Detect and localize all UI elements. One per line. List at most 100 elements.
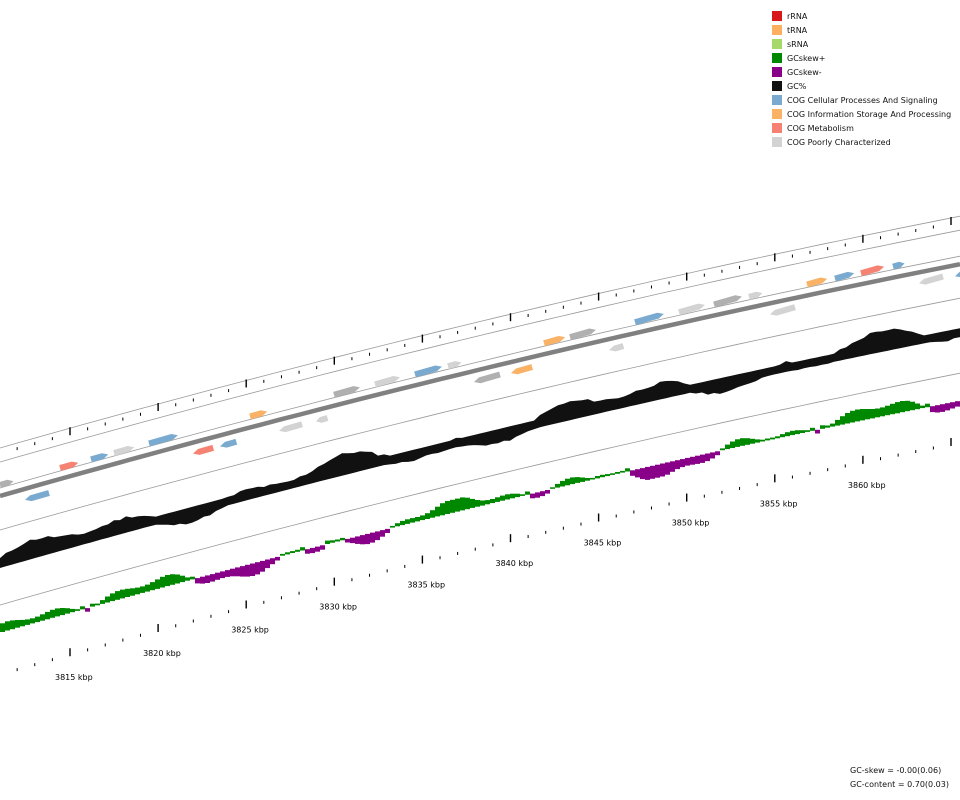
gc-skew-positive-bar — [600, 474, 605, 478]
gene-arrow-cog-cellular — [25, 490, 50, 502]
gc-content-stat: GC-content = 0.70(0.03) — [850, 780, 949, 789]
gene-arrow-cog-information — [249, 410, 268, 420]
kbp-label: 3855 kbp — [760, 499, 798, 508]
gc-skew-negative-bar — [660, 463, 665, 477]
gc-skew-positive-bar — [470, 498, 475, 508]
legend-item-cog-information: COG Information Storage And Processing — [772, 107, 951, 121]
legend-swatch — [772, 67, 782, 77]
gene-feature — [634, 312, 664, 326]
legend-item-srna: sRNA — [772, 37, 951, 51]
gc-skew-positive-bar — [505, 494, 510, 500]
gc-skew-positive-bar — [90, 603, 95, 607]
gc-skew-positive-bar — [65, 608, 70, 614]
gc-skew-positive-bar — [620, 470, 625, 473]
gc-skew-positive-bar — [415, 517, 420, 522]
kbp-label: 3850 kbp — [672, 519, 710, 528]
gc-skew-negative-bar — [700, 454, 705, 463]
gc-skew-positive-bar — [610, 473, 615, 475]
legend-item-trna: tRNA — [772, 23, 951, 37]
gc-skew-negative-bar — [665, 462, 670, 475]
gc-skew-negative-bar — [530, 493, 535, 499]
gc-skew-positive-bar — [185, 577, 190, 581]
gc-skew-positive-bar — [915, 403, 920, 410]
gc-skew-negative-bar — [225, 570, 230, 577]
gene-arrow-cog-poorly — [678, 303, 705, 316]
gc-skew-negative-bar — [930, 406, 935, 413]
gene-arrow-cog-poorly — [748, 291, 763, 300]
gc-skew-positive-bar — [25, 619, 30, 625]
legend-swatch — [772, 39, 782, 49]
gc-skew-positive-bar — [160, 576, 165, 588]
gc-skew-negative-bar — [355, 536, 360, 544]
gc-skew-negative-bar — [200, 576, 205, 584]
gc-skew-positive-bar — [5, 621, 10, 631]
track-guide-line — [0, 297, 960, 531]
gc-skew-positive-bar — [605, 474, 610, 477]
gc-skew-positive-bar — [50, 609, 55, 618]
gc-skew-positive-bar — [175, 574, 180, 584]
gc-skew-positive-bar — [330, 540, 335, 543]
gene-feature — [193, 444, 215, 455]
kbp-label: 3815 kbp — [55, 673, 93, 682]
gc-skew-positive-bar — [70, 608, 75, 613]
gc-skew-negative-bar — [250, 563, 255, 576]
gc-skew-negative-bar — [545, 490, 550, 494]
gc-skew-negative-bar — [945, 403, 950, 411]
gc-skew-positive-bar — [395, 523, 400, 527]
gc-skew-positive-bar — [295, 549, 300, 552]
gene-feature — [892, 261, 905, 270]
gc-skew-positive-bar — [290, 551, 295, 553]
gc-skew-positive-bar — [120, 589, 125, 599]
gc-skew-positive-bar — [180, 575, 185, 583]
gc-skew-positive-bar — [845, 413, 850, 424]
gc-skew-positive-bar — [60, 608, 65, 616]
gc-skew-negative-bar — [205, 575, 210, 583]
gc-skew-positive-bar — [800, 430, 805, 433]
gc-skew-positive-bar — [485, 500, 490, 505]
gene-feature — [748, 291, 763, 300]
legend-label: tRNA — [787, 25, 808, 35]
gc-skew-negative-bar — [640, 468, 645, 480]
gc-skew-positive-bar — [325, 540, 330, 544]
gc-skew-negative-bar — [655, 464, 660, 478]
gc-skew-positive-bar — [870, 409, 875, 419]
gc-skew-positive-bar — [30, 618, 35, 624]
gc-skew-positive-bar — [35, 616, 40, 623]
gc-skew-positive-bar — [760, 439, 765, 442]
legend-swatch — [772, 81, 782, 91]
gene-feature — [770, 304, 796, 316]
gene-feature — [806, 277, 828, 288]
gc-skew-negative-bar — [230, 568, 235, 577]
legend-label: sRNA — [787, 39, 809, 49]
gene-feature — [333, 386, 360, 398]
genome-backbone — [0, 261, 960, 499]
gc-skew-negative-bar — [635, 469, 640, 478]
gc-skew-positive-bar — [765, 438, 770, 441]
gc-skew-positive-bar — [410, 518, 415, 523]
gc-skew-positive-bar — [80, 606, 85, 610]
gene-arrow-cog-poorly — [919, 273, 944, 285]
gc-skew-positive-bar — [560, 480, 565, 487]
legend-swatch — [772, 137, 782, 147]
gc-skew-positive-bar — [430, 510, 435, 518]
legend-label: GC% — [787, 81, 807, 91]
gc-skew-negative-bar — [695, 455, 700, 464]
gc-skew-positive-bar — [475, 500, 480, 507]
gene-feature — [249, 410, 268, 420]
gc-skew-positive-bar — [435, 506, 440, 517]
legend-label: rRNA — [787, 11, 808, 21]
gene-arrow-other — [0, 479, 14, 488]
legend-label: GCskew- — [787, 67, 822, 77]
gc-skew-positive-bar — [155, 579, 160, 589]
kbp-label: 3830 kbp — [319, 603, 357, 612]
gc-skew-positive-bar — [465, 497, 470, 510]
gc-skew-negative-bar — [195, 578, 200, 584]
gc-skew-positive-bar — [10, 620, 15, 630]
gc-skew-negative-bar — [940, 404, 945, 412]
gc-skew-positive-bar — [515, 493, 520, 498]
legend-swatch — [772, 11, 782, 21]
gc-skew-positive-bar — [790, 430, 795, 436]
gc-skew-negative-bar — [375, 531, 380, 541]
gc-skew-positive-bar — [95, 603, 100, 606]
gc-skew-negative-bar — [685, 457, 690, 466]
